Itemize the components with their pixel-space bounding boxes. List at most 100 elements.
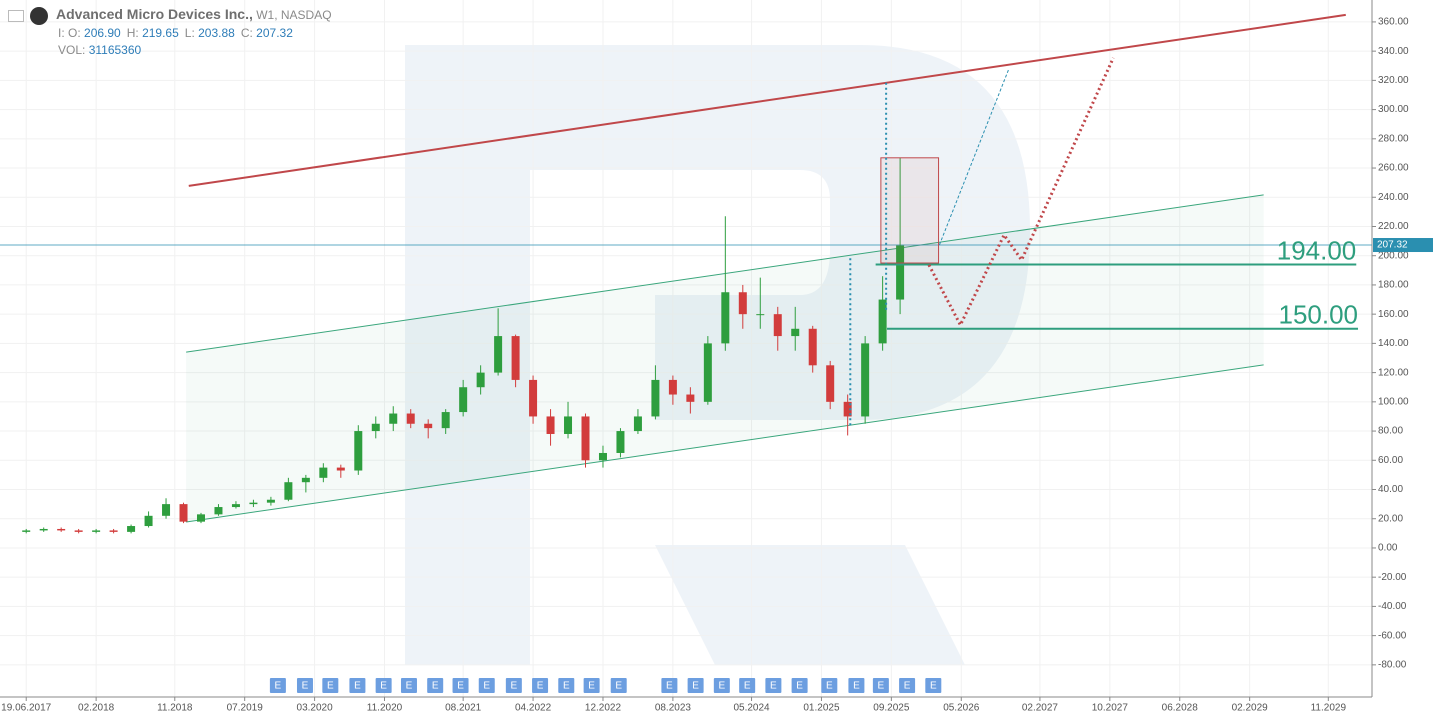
x-tick-label: 09.2025 (873, 703, 910, 714)
x-tick-label: 02.2029 (1232, 703, 1269, 714)
earnings-label: E (354, 681, 361, 692)
watermark (405, 45, 1030, 665)
x-tick-label: 02.2018 (78, 703, 115, 714)
quote-label: L: (184, 25, 195, 40)
y-tick-label: 320.00 (1378, 75, 1409, 86)
candle-body (581, 416, 590, 461)
earnings-marker (505, 678, 522, 693)
y-tick-label: -20.00 (1378, 572, 1407, 583)
candle-body (424, 423, 433, 429)
earnings-marker (899, 678, 916, 693)
candle-body (459, 387, 468, 413)
range-box (880, 157, 940, 264)
candle-body (756, 314, 765, 316)
earnings-marker (269, 678, 286, 693)
earnings-label: E (588, 681, 595, 692)
y-tick-label: 340.00 (1378, 46, 1409, 57)
earnings-label: E (275, 681, 282, 692)
channel-fill (186, 194, 1264, 522)
earnings-label: E (904, 681, 911, 692)
x-tick-label: 11.2018 (157, 703, 193, 714)
y-tick-label: -60.00 (1378, 630, 1407, 641)
candle-body (301, 477, 310, 483)
earnings-marker (610, 678, 627, 693)
earnings-marker (739, 678, 756, 693)
earnings-marker (375, 678, 392, 693)
earnings-marker (791, 678, 808, 693)
earnings-marker (765, 678, 782, 693)
x-tick-label: 05.2024 (733, 703, 770, 714)
earnings-marker (925, 678, 942, 693)
candle-body (179, 504, 188, 522)
y-tick-label: 160.00 (1378, 309, 1409, 320)
candle-body (109, 530, 118, 532)
earnings-label: E (930, 681, 937, 692)
candle-body (808, 328, 817, 366)
earnings-label: E (615, 681, 622, 692)
level-label: 150.00 (1278, 300, 1358, 330)
y-tick-label: 140.00 (1378, 338, 1409, 349)
candle-body (511, 336, 520, 380)
earnings-label: E (302, 681, 309, 692)
x-tick-label: 11.2029 (1311, 703, 1347, 714)
candle-body (896, 245, 905, 300)
candle-body (39, 528, 48, 531)
y-tick-label: -80.00 (1378, 659, 1407, 670)
y-tick-label: 200.00 (1378, 250, 1409, 261)
earnings-marker (532, 678, 549, 693)
earnings-marker (661, 678, 678, 693)
y-tick-label: 300.00 (1378, 104, 1409, 115)
candle-body (773, 314, 782, 337)
earnings-marker (322, 678, 339, 693)
y-tick-label: 0.00 (1378, 543, 1398, 554)
candle-body (441, 412, 450, 429)
earnings-label: E (878, 681, 885, 692)
earnings-marker (848, 678, 865, 693)
volume-value: 31165360 (88, 42, 142, 57)
candle-body (266, 499, 275, 503)
y-tick-label: -40.00 (1378, 601, 1407, 612)
candle-body (826, 365, 835, 402)
candle-body (738, 292, 747, 315)
candle-body (861, 343, 870, 417)
x-tick-label: 19.06.2017 (1, 703, 51, 714)
earnings-marker (558, 678, 575, 693)
candle-body (22, 530, 31, 532)
candle-body (406, 413, 415, 424)
quote: I: O: 206.90 H: 219.65 L: 203.88 C: 207.32 (58, 25, 332, 42)
candle-body (57, 528, 66, 531)
earnings-label: E (666, 681, 673, 692)
collapse-button[interactable] (8, 9, 24, 22)
candle-body (529, 379, 538, 417)
forecast-path (927, 57, 1115, 329)
y-tick-label: 260.00 (1378, 163, 1409, 174)
candle-body (162, 504, 171, 516)
candle-body (284, 482, 293, 500)
candle-body (721, 292, 730, 344)
y-tick-label: 120.00 (1378, 367, 1409, 378)
y-tick-label: 220.00 (1378, 221, 1409, 232)
candle-body (144, 515, 153, 527)
candle-body (74, 530, 83, 532)
earnings-label: E (406, 681, 413, 692)
x-tick-label: 05.2026 (943, 703, 980, 714)
earnings-label: E (826, 681, 833, 692)
y-tick-label: 60.00 (1378, 455, 1403, 466)
y-tick-label: 280.00 (1378, 133, 1409, 144)
earnings-label: E (457, 681, 464, 692)
y-tick-label: 20.00 (1378, 513, 1403, 524)
earnings-marker (583, 678, 600, 693)
logo (30, 6, 48, 25)
header: Advanced Micro Devices Inc., W1, NASDAQ … (8, 6, 332, 59)
earnings-marker (872, 678, 889, 693)
earnings-marker (427, 678, 444, 693)
volume-label: VOL: (58, 42, 86, 57)
earnings-marker (687, 678, 704, 693)
quote-value: 203.88 (198, 25, 235, 40)
earnings-label: E (744, 681, 751, 692)
quote-value: 206.90 (84, 25, 121, 40)
earnings-marker (478, 678, 495, 693)
candle-body (686, 394, 695, 402)
